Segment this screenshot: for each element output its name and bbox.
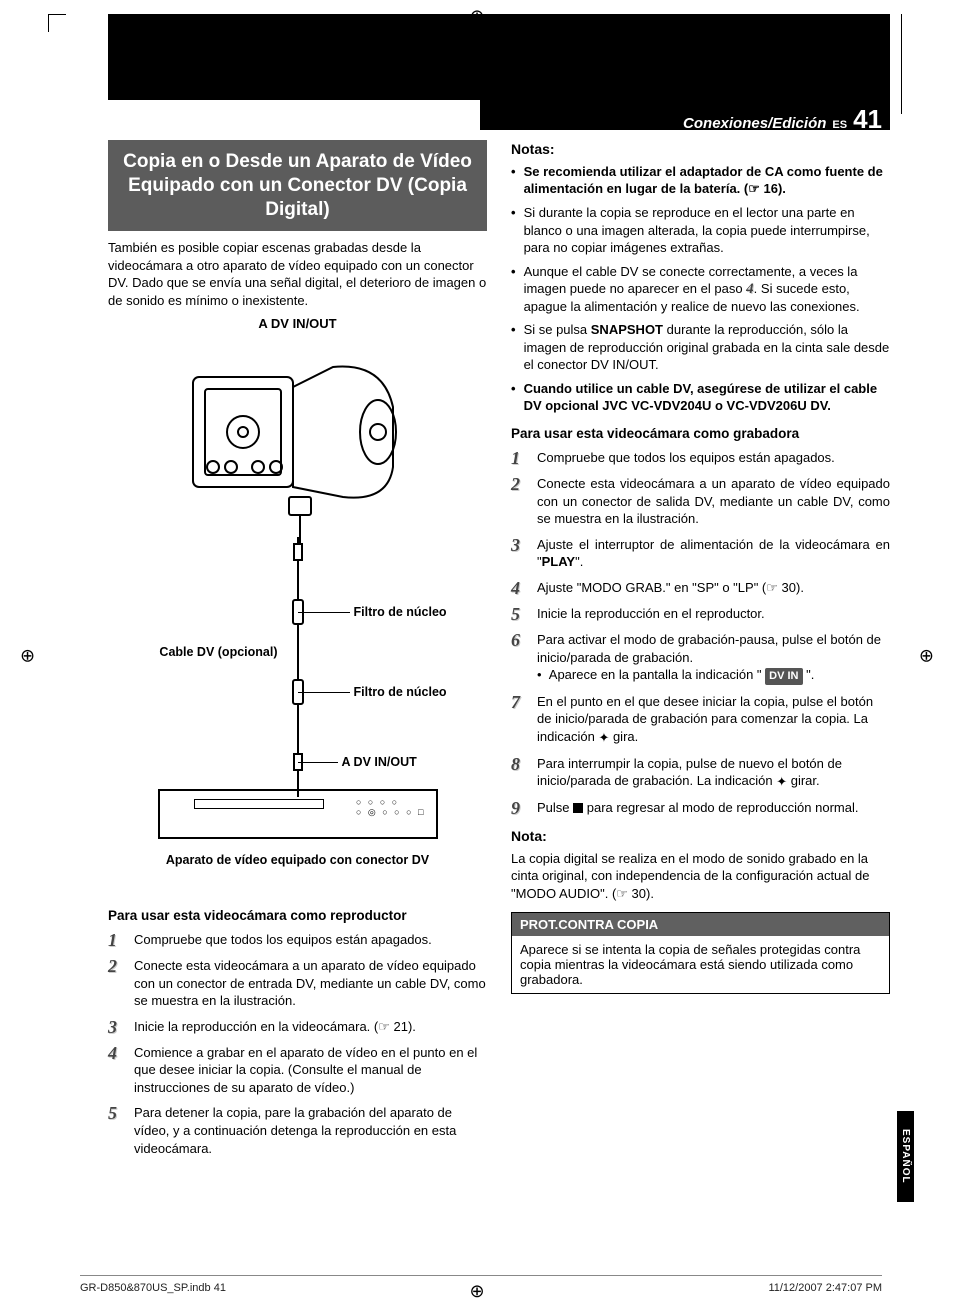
step-number-icon: 3 bbox=[511, 536, 529, 571]
step-item: 8Para interrumpir la copia, pulse de nue… bbox=[511, 755, 890, 791]
step-item: 4Ajuste "MODO GRAB." en "SP" o "LP" (☞ 3… bbox=[511, 579, 890, 597]
main-title: Copia en o Desde un Aparato de Vídeo Equ… bbox=[108, 140, 487, 231]
step-item: 5Para detener la copia, pare la grabació… bbox=[108, 1104, 487, 1157]
language-tab: ESPAÑOL bbox=[897, 1111, 914, 1202]
step-item: 6Para activar el modo de grabación-pausa… bbox=[511, 631, 890, 685]
step-item: 3Ajuste el interruptor de alimentación d… bbox=[511, 536, 890, 571]
notes-list: Se recomienda utilizar el adaptador de C… bbox=[511, 163, 890, 415]
note-body: La copia digital se realiza en el modo d… bbox=[511, 850, 890, 903]
note-item: Cuando utilice un cable DV, asegúrese de… bbox=[511, 380, 890, 415]
intro-paragraph: También es posible copiar escenas grabad… bbox=[108, 239, 487, 309]
step-number-icon: 9 bbox=[511, 799, 529, 817]
footer-file: GR-D850&870US_SP.indb 41 bbox=[80, 1282, 226, 1294]
note-item: Aunque el cable DV se conecte correctame… bbox=[511, 263, 890, 316]
step-ref-icon: 4 bbox=[746, 281, 754, 297]
camcorder-illustration bbox=[183, 337, 413, 547]
vcr-slot bbox=[194, 799, 324, 809]
step-item: 1Compruebe que todos los equipos están a… bbox=[511, 449, 890, 467]
step-number-icon: 3 bbox=[108, 1018, 126, 1036]
core-label: Filtro de núcleo bbox=[354, 685, 447, 699]
step-item: 3Inicie la reproducción en la videocámar… bbox=[108, 1018, 487, 1036]
step-number-icon: 5 bbox=[511, 605, 529, 623]
page-header: Conexiones/Edición ES 41 bbox=[683, 104, 882, 135]
step-number-icon: 4 bbox=[511, 579, 529, 597]
rotate-icon: ✦ bbox=[598, 729, 609, 747]
step-number-icon: 2 bbox=[511, 475, 529, 528]
crop-mark bbox=[48, 14, 66, 32]
dv-label-top: A DV IN/OUT bbox=[108, 315, 487, 333]
step-number-icon: 1 bbox=[511, 449, 529, 467]
top-black-bar bbox=[108, 14, 890, 100]
step-number-icon: 7 bbox=[511, 693, 529, 747]
leader-line bbox=[298, 692, 350, 693]
page-footer: GR-D850&870US_SP.indb 41 11/12/2007 2:47… bbox=[80, 1275, 882, 1294]
registration-mark-icon: ⊕ bbox=[919, 646, 934, 667]
player-subhead: Para usar esta videocámara como reproduc… bbox=[108, 907, 487, 925]
section-title: Conexiones/Edición bbox=[683, 115, 826, 132]
step-item: 5Inicie la reproducción en el reproducto… bbox=[511, 605, 890, 623]
content-columns: Copia en o Desde un Aparato de Vídeo Equ… bbox=[108, 140, 890, 1252]
step-number-icon: 4 bbox=[108, 1044, 126, 1097]
core-label: Filtro de núcleo bbox=[354, 605, 447, 619]
notes-heading: Notas: bbox=[511, 140, 890, 159]
step-item: 2Conecte esta videocámara a un aparato d… bbox=[511, 475, 890, 528]
dv-in-badge: DV IN bbox=[765, 668, 802, 685]
copy-protection-box: PROT.CONTRA COPIA Aparece si se intenta … bbox=[511, 912, 890, 994]
player-steps: 1Compruebe que todos los equipos están a… bbox=[108, 931, 487, 1157]
left-column: Copia en o Desde un Aparato de Vídeo Equ… bbox=[108, 140, 487, 1252]
vcr-caption: Aparato de vídeo equipado con conector D… bbox=[108, 853, 487, 867]
step-number-icon: 2 bbox=[108, 957, 126, 1010]
footer-timestamp: 11/12/2007 2:47:07 PM bbox=[768, 1282, 882, 1294]
cable-connector bbox=[293, 543, 303, 561]
step-number-icon: 6 bbox=[511, 631, 529, 685]
registration-mark-icon: ⊕ bbox=[20, 646, 35, 667]
stop-icon bbox=[573, 803, 583, 813]
copy-protection-body: Aparece si se intenta la copia de señale… bbox=[512, 936, 889, 993]
copy-protection-head: PROT.CONTRA COPIA bbox=[512, 913, 889, 936]
note-item: Si durante la copia se reproduce en el l… bbox=[511, 204, 890, 257]
language-code: ES bbox=[832, 119, 847, 131]
step-item: 1Compruebe que todos los equipos están a… bbox=[108, 931, 487, 949]
step-item: 2Conecte esta videocámara a un aparato d… bbox=[108, 957, 487, 1010]
recorder-subhead: Para usar esta videocámara como grabador… bbox=[511, 425, 890, 443]
note-item: Se recomienda utilizar el adaptador de C… bbox=[511, 163, 890, 198]
right-column: Notas: Se recomienda utilizar el adaptad… bbox=[511, 140, 890, 1252]
leader-line bbox=[298, 762, 338, 763]
step-number-icon: 8 bbox=[511, 755, 529, 791]
rotate-icon: ✦ bbox=[776, 773, 787, 791]
step-number-icon: 1 bbox=[108, 931, 126, 949]
leader-line bbox=[298, 612, 350, 613]
step-item: 9Pulse para regresar al modo de reproduc… bbox=[511, 799, 890, 817]
page-number: 41 bbox=[853, 104, 882, 135]
cable-label: Cable DV (opcional) bbox=[159, 645, 277, 659]
vcr-controls: ○ ○ ○ ○○ ◎ ○ ○ ○ □ bbox=[356, 797, 426, 818]
step-item: 7En el punto en el que desee iniciar la … bbox=[511, 693, 890, 747]
dv-label-bottom: A DV IN/OUT bbox=[342, 755, 417, 769]
note-heading: Nota: bbox=[511, 827, 890, 846]
note-item: Si se pulsa SNAPSHOT durante la reproduc… bbox=[511, 321, 890, 374]
step-item: 4Comience a grabar en el aparato de víde… bbox=[108, 1044, 487, 1097]
connection-diagram: Filtro de núcleo Filtro de núcleo Cable … bbox=[108, 337, 487, 897]
crop-mark bbox=[901, 14, 902, 114]
vcr-illustration: ○ ○ ○ ○○ ◎ ○ ○ ○ □ bbox=[158, 789, 438, 839]
step-number-icon: 5 bbox=[108, 1104, 126, 1157]
recorder-steps: 1Compruebe que todos los equipos están a… bbox=[511, 449, 890, 816]
registration-mark-icon: ⊕ bbox=[469, 6, 484, 27]
